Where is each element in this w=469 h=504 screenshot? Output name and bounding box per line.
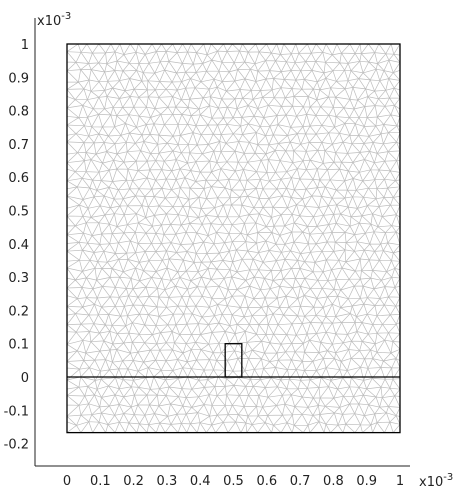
- x-tick-label: 0.3: [157, 474, 178, 489]
- x-tick-label: 0.2: [123, 474, 144, 489]
- x-axis-multiplier: x10-3: [419, 472, 453, 490]
- geometry-boundaries: [66, 43, 401, 434]
- y-tick-label: 0.9: [8, 71, 29, 86]
- axes: [34, 18, 410, 467]
- y-tick-label: 0.5: [8, 205, 29, 220]
- y-tick-label: 0.1: [8, 338, 29, 353]
- y-tick-label: 1: [21, 38, 29, 53]
- mesh-edges: [66, 43, 401, 433]
- x-tick-label: 0.5: [223, 474, 244, 489]
- inner-rectangle: [224, 343, 243, 378]
- y-tick-label: -0.2: [4, 438, 29, 453]
- x-tick-label: 0: [63, 474, 71, 489]
- y-tick-labels: 1 0.9 0.8 0.7 0.6 0.5 0.4 0.3 0.2 0.1 0 -0.1 -0.2: [4, 38, 29, 453]
- y-tick-label: 0.2: [8, 304, 29, 319]
- domain-outline: [66, 43, 401, 434]
- y-tick-label: 0.7: [8, 138, 29, 153]
- y-axis-multiplier: x10-3: [37, 11, 71, 29]
- mesh-triangles: [66, 43, 401, 433]
- x-tick-label: 0.1: [90, 474, 111, 489]
- x-tick-label: 0.8: [323, 474, 344, 489]
- y-tick-label: 0: [21, 371, 29, 386]
- x-tick-label: 0.9: [356, 474, 377, 489]
- x-tick-label: 0.6: [256, 474, 277, 489]
- y-tick-label: -0.1: [4, 404, 29, 419]
- x-tick-label: 0.4: [190, 474, 211, 489]
- y-tick-label: 0.4: [8, 238, 29, 253]
- x-tick-labels: 0 0.1 0.2 0.3 0.4 0.5 0.6 0.7 0.8 0.9 1: [63, 474, 404, 489]
- y-tick-label: 0.3: [8, 271, 29, 286]
- y-tick-label: 0.8: [8, 105, 29, 120]
- y-tick-label: 0.6: [8, 171, 29, 186]
- x-tick-label: 1: [396, 474, 404, 489]
- x-tick-label: 0.7: [290, 474, 311, 489]
